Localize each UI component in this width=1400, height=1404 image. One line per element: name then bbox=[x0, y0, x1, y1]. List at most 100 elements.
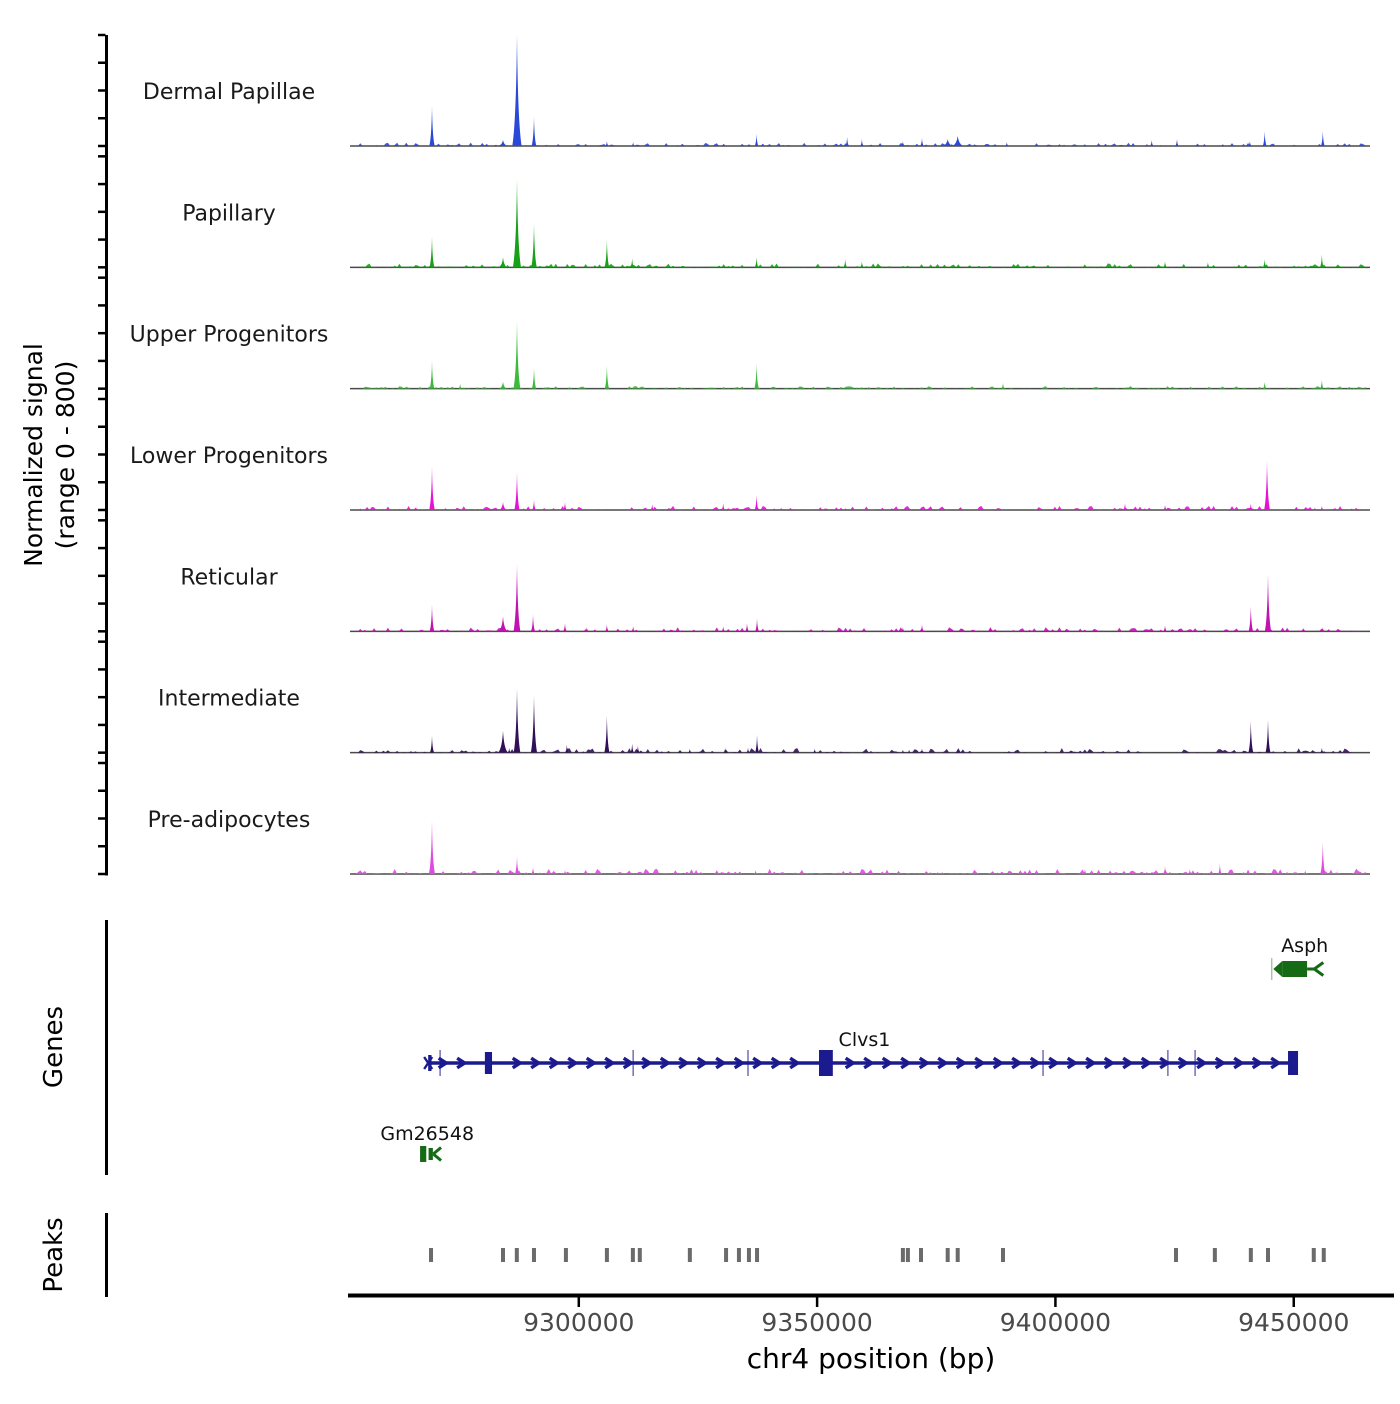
track-label: Papillary bbox=[182, 201, 276, 226]
x-tick-label: 9300000 bbox=[523, 1308, 634, 1337]
peak-call-mark bbox=[905, 1248, 910, 1262]
gene-gm26548: Gm26548 bbox=[380, 1123, 474, 1162]
gene-direction-arrow bbox=[752, 1056, 764, 1070]
peak-call-mark bbox=[1212, 1248, 1217, 1262]
signal-peak bbox=[1163, 261, 1167, 268]
x-tick-label: 9450000 bbox=[1238, 1308, 1349, 1337]
signal-peak bbox=[843, 259, 847, 268]
peak-call-mark bbox=[919, 1248, 924, 1262]
signal-peak bbox=[1262, 381, 1267, 389]
signal-peak bbox=[631, 142, 635, 146]
gene-exon bbox=[819, 1050, 833, 1076]
track-noise bbox=[356, 748, 1366, 753]
x-tick-label: 9350000 bbox=[761, 1308, 872, 1337]
signal-peak bbox=[532, 500, 536, 510]
signal-peak bbox=[1206, 262, 1210, 268]
signal-peak bbox=[721, 626, 725, 632]
gene-direction-arrow bbox=[1085, 1056, 1097, 1070]
y-axis-label-line1: Normalized signal bbox=[19, 343, 48, 567]
signal-peak bbox=[636, 745, 640, 753]
signal-peak bbox=[512, 35, 522, 146]
gene-label: Asph bbox=[1281, 935, 1328, 957]
signal-peak bbox=[1248, 141, 1252, 146]
signal-peak bbox=[952, 136, 963, 146]
signal-peak bbox=[513, 321, 521, 389]
signal-peak bbox=[860, 261, 864, 268]
gene-label: Clvs1 bbox=[839, 1029, 891, 1051]
signal-peak bbox=[754, 363, 759, 389]
gene-direction-arrow bbox=[1214, 1056, 1227, 1070]
signal-peak bbox=[605, 624, 609, 632]
signal-peak bbox=[429, 106, 435, 146]
signal-peak bbox=[754, 134, 759, 146]
signal-peak bbox=[1123, 503, 1127, 510]
signal-peak bbox=[1149, 140, 1154, 146]
signal-peak bbox=[1320, 842, 1326, 874]
gene-exon bbox=[420, 1146, 427, 1162]
track-noise bbox=[356, 142, 1366, 146]
track-noise bbox=[356, 868, 1366, 874]
signal-peak bbox=[955, 749, 959, 753]
signal-peak bbox=[514, 856, 520, 874]
track-label: Lower Progenitors bbox=[130, 444, 328, 469]
gene-direction-arrow bbox=[844, 1056, 857, 1070]
peak-call-mark bbox=[514, 1248, 519, 1262]
peak-call-mark bbox=[945, 1248, 950, 1262]
gene-direction-arrow bbox=[696, 1056, 709, 1070]
signal-peak bbox=[429, 236, 435, 268]
peak-call-mark bbox=[955, 1248, 960, 1262]
signal-peak bbox=[920, 624, 924, 632]
gene-direction-arrow bbox=[1048, 1056, 1060, 1070]
x-axis: 9300000 9350000 9400000 9450000 bbox=[348, 1293, 1394, 1337]
signal-track-upper-progenitors: Upper Progenitors bbox=[130, 321, 1370, 390]
signal-track-papillary: Papillary bbox=[182, 179, 1370, 269]
signal-peak bbox=[1321, 627, 1325, 632]
signal-peak bbox=[1320, 747, 1324, 753]
signal-peak bbox=[1163, 866, 1167, 874]
signal-peak bbox=[531, 367, 537, 389]
peak-call-mark bbox=[501, 1248, 505, 1262]
peak-calls-track bbox=[105, 1213, 1326, 1297]
gene-direction-arrow bbox=[585, 1056, 598, 1070]
peak-call-mark bbox=[1174, 1248, 1179, 1262]
signal-peak bbox=[1320, 506, 1324, 510]
signal-peak bbox=[563, 870, 567, 874]
genes-section-label: Genes bbox=[39, 1006, 69, 1088]
signal-peak bbox=[512, 179, 521, 268]
gene-direction-arrow bbox=[567, 1056, 579, 1070]
signal-peak bbox=[429, 467, 435, 510]
signal-peak bbox=[1005, 142, 1009, 146]
peak-call-mark bbox=[724, 1248, 729, 1262]
signal-peak bbox=[1249, 503, 1253, 510]
track-label: Reticular bbox=[180, 565, 278, 590]
signal-peak bbox=[1320, 379, 1324, 389]
gene-direction-arrow bbox=[678, 1056, 690, 1070]
gene-direction-arrow bbox=[659, 1056, 672, 1070]
signal-track-intermediate: Intermediate bbox=[158, 687, 1370, 754]
signal-peak bbox=[499, 381, 507, 389]
peak-call-mark bbox=[1248, 1248, 1253, 1262]
gene-direction-arrow bbox=[1251, 1056, 1264, 1070]
track-noise bbox=[356, 386, 1366, 389]
gene-direction-arrow bbox=[974, 1056, 986, 1070]
signal-peak bbox=[605, 141, 609, 146]
signal-peak bbox=[746, 747, 750, 753]
peak-call-mark bbox=[637, 1248, 642, 1262]
signal-peak bbox=[604, 715, 610, 753]
signal-peak bbox=[531, 117, 537, 146]
signal-peak bbox=[1262, 131, 1267, 146]
signal-peak bbox=[429, 604, 435, 632]
signal-peak bbox=[755, 734, 760, 753]
signal-peak bbox=[498, 730, 508, 753]
signal-peak bbox=[514, 472, 520, 510]
gene-direction-arrow bbox=[1029, 1056, 1042, 1070]
gene-direction-arrow bbox=[548, 1056, 561, 1070]
gene-label: Gm26548 bbox=[380, 1123, 474, 1145]
signal-peak bbox=[920, 748, 924, 753]
signal-track-lower-progenitors: Lower Progenitors bbox=[130, 444, 1370, 511]
gene-tail-fork bbox=[432, 1146, 443, 1162]
signal-peak bbox=[531, 223, 537, 268]
signal-peak bbox=[754, 495, 759, 510]
